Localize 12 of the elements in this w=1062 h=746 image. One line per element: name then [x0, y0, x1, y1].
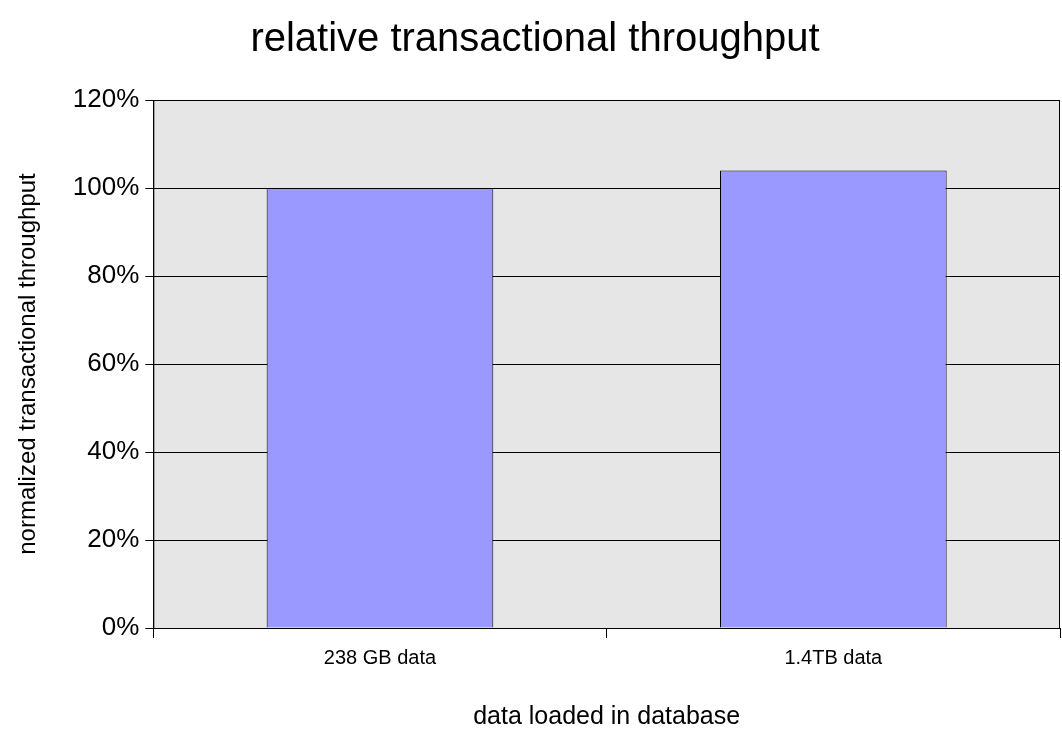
y-axis-title: normalized transactional throughput	[13, 172, 41, 555]
x-tick-label: 238 GB data	[323, 645, 437, 668]
y-tick-label: 0%	[101, 611, 140, 642]
chart-title: relative transactional throughput	[250, 15, 820, 60]
y-tick-label: 60%	[87, 347, 140, 378]
y-tick-label: 80%	[87, 259, 140, 290]
y-tick-label: 40%	[87, 435, 140, 466]
y-tick-label: 120%	[72, 83, 140, 114]
y-tick-label: 100%	[72, 171, 140, 202]
y-tick-label: 20%	[87, 523, 140, 554]
x-tick-label: 1.4TB data	[784, 645, 884, 668]
x-axis-title: data loaded in database	[473, 700, 741, 729]
